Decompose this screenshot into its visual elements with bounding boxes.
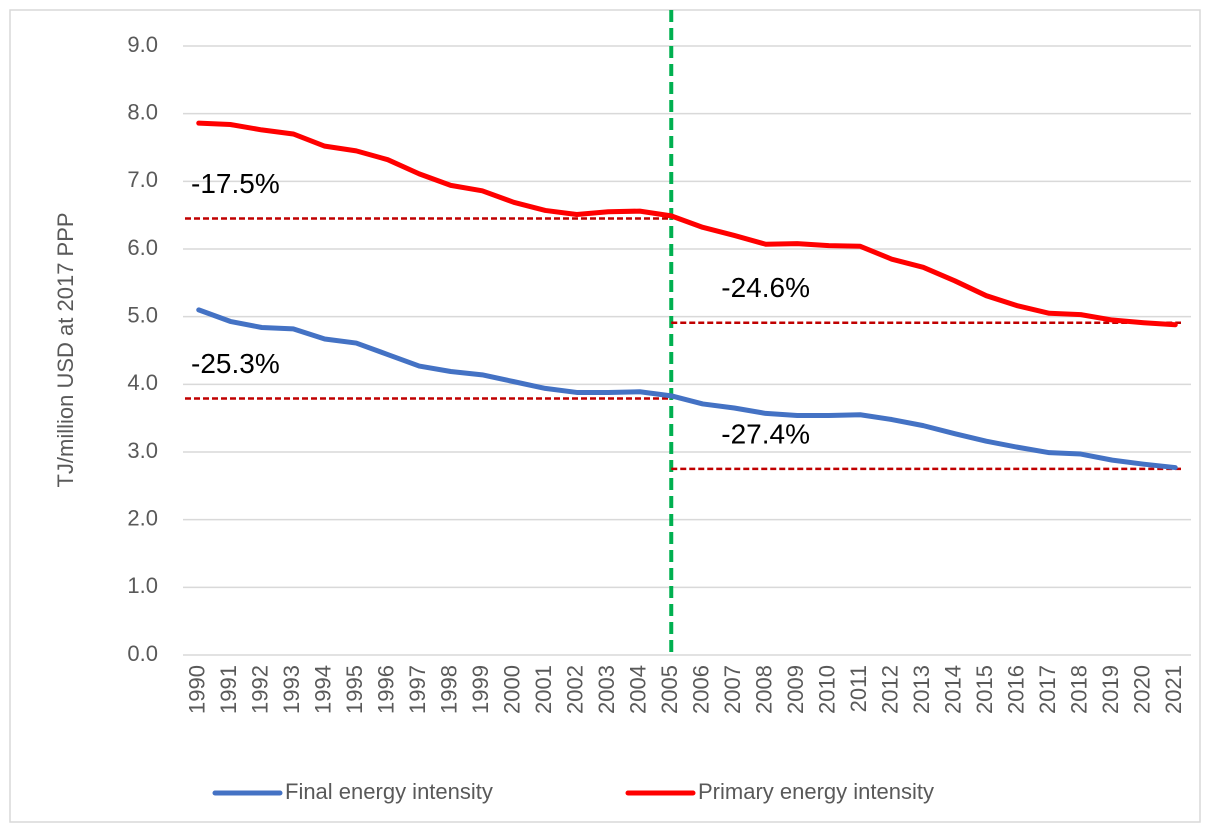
legend-label: Final energy intensity bbox=[285, 779, 493, 804]
x-tick-label: 2015 bbox=[972, 665, 997, 714]
x-tick-label: 1991 bbox=[216, 665, 241, 714]
annotation-label: -27.4% bbox=[721, 418, 810, 449]
y-tick-label: 6.0 bbox=[127, 235, 158, 260]
x-tick-label: 2013 bbox=[909, 665, 934, 714]
y-tick-label: 1.0 bbox=[127, 573, 158, 598]
x-tick-label: 2019 bbox=[1098, 665, 1123, 714]
x-tick-label: 1998 bbox=[437, 665, 462, 714]
x-tick-label: 1994 bbox=[311, 665, 336, 714]
x-tick-label: 1995 bbox=[342, 665, 367, 714]
x-tick-label: 2021 bbox=[1161, 665, 1186, 714]
x-tick-label: 2007 bbox=[720, 665, 745, 714]
x-tick-label: 2010 bbox=[815, 665, 840, 714]
y-tick-label: 8.0 bbox=[127, 99, 158, 124]
y-tick-label: 9.0 bbox=[127, 32, 158, 57]
y-tick-label: 7.0 bbox=[127, 167, 158, 192]
y-tick-label: 5.0 bbox=[127, 302, 158, 327]
x-tick-label: 2014 bbox=[941, 665, 966, 714]
y-tick-label: 3.0 bbox=[127, 438, 158, 463]
series-line bbox=[196, 120, 1178, 328]
x-tick-label: 1993 bbox=[279, 665, 304, 714]
y-axis-title: TJ/million USD at 2017 PPP bbox=[53, 212, 78, 487]
x-tick-label: 1997 bbox=[405, 665, 430, 714]
series-line bbox=[196, 307, 1178, 471]
annotation-label: -17.5% bbox=[191, 168, 280, 199]
x-tick-label: 2016 bbox=[1004, 665, 1029, 714]
annotation-label: -24.6% bbox=[721, 272, 810, 303]
x-tick-label: 2001 bbox=[531, 665, 556, 714]
x-tick-label: 1992 bbox=[248, 665, 273, 714]
x-tick-label: 2018 bbox=[1067, 665, 1092, 714]
x-tick-label: 2020 bbox=[1130, 665, 1155, 714]
x-tick-label: 1996 bbox=[374, 665, 399, 714]
x-tick-label: 2017 bbox=[1035, 665, 1060, 714]
annotation-label: -25.3% bbox=[191, 348, 280, 379]
x-tick-label: 2003 bbox=[594, 665, 619, 714]
x-tick-label: 2005 bbox=[657, 665, 682, 714]
x-tick-label: 2004 bbox=[626, 665, 651, 714]
x-tick-label: 2011 bbox=[846, 665, 871, 712]
legend-label: Primary energy intensity bbox=[698, 779, 934, 804]
y-tick-label: 0.0 bbox=[127, 641, 158, 666]
x-tick-label: 2002 bbox=[563, 665, 588, 714]
x-tick-label: 2012 bbox=[878, 665, 903, 714]
x-tick-label: 1999 bbox=[468, 665, 493, 714]
y-tick-label: 2.0 bbox=[127, 505, 158, 530]
x-tick-label: 2009 bbox=[783, 665, 808, 714]
x-tick-label: 2008 bbox=[752, 665, 777, 714]
chart-border bbox=[9, 9, 1201, 823]
x-tick-label: 1990 bbox=[185, 665, 210, 714]
x-tick-label: 2000 bbox=[500, 665, 525, 714]
x-tick-label: 2006 bbox=[689, 665, 714, 714]
y-tick-label: 4.0 bbox=[127, 370, 158, 395]
